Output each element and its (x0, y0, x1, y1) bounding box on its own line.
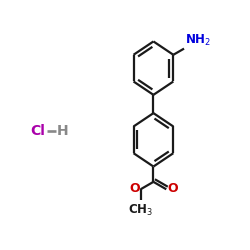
Text: H: H (57, 124, 69, 138)
Text: CH$_3$: CH$_3$ (128, 203, 153, 218)
Text: Cl: Cl (30, 124, 45, 138)
Text: O: O (129, 182, 140, 195)
Text: NH$_2$: NH$_2$ (185, 33, 211, 48)
Text: O: O (167, 182, 178, 195)
